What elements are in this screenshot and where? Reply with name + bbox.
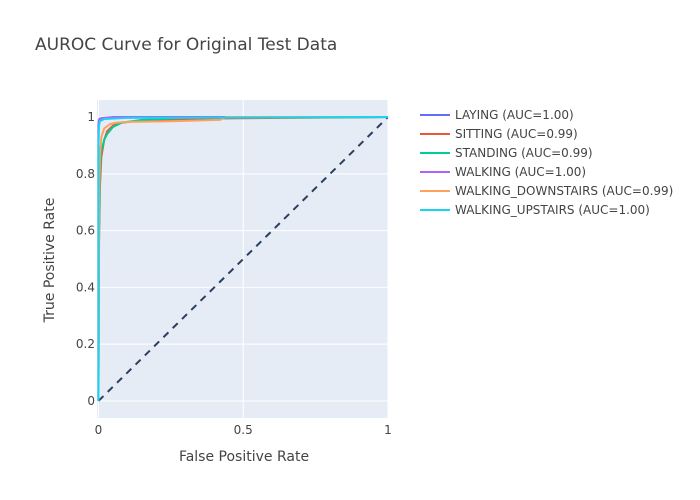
- legend: LAYING (AUC=1.00) SITTING (AUC=0.99) STAND…: [420, 108, 673, 217]
- legend-label: SITTING (AUC=0.99): [455, 127, 578, 141]
- y-tick-label: 0.6: [76, 224, 95, 238]
- roc-series: [97, 116, 388, 401]
- y-tick-label: 0: [87, 394, 95, 408]
- x-tick-label: 1: [384, 423, 392, 437]
- tick-labels: 0 0.5 1 0 0.2 0.4 0.6 0.8 1: [76, 110, 392, 437]
- y-tick-label: 0.4: [76, 280, 95, 294]
- roc-line-5: [97, 116, 388, 401]
- diagonal-line: [97, 116, 388, 402]
- legend-label: WALKING_UPSTAIRS (AUC=1.00): [455, 203, 650, 217]
- y-tick-label: 1: [87, 110, 95, 124]
- x-axis-title: False Positive Rate: [179, 449, 309, 465]
- y-axis-title: True Positive Rate: [42, 198, 58, 324]
- legend-label: WALKING (AUC=1.00): [455, 165, 586, 179]
- legend-label: LAYING (AUC=1.00): [455, 108, 574, 122]
- diagonal-reference-line: [97, 116, 388, 402]
- plot-area: [97, 100, 388, 418]
- chart-title: AUROC Curve for Original Test Data: [35, 35, 337, 55]
- x-tick-label: 0.5: [234, 423, 253, 437]
- roc-line-4: [97, 116, 388, 401]
- y-tick-label: 0.8: [76, 167, 95, 181]
- legend-label: STANDING (AUC=0.99): [455, 146, 593, 160]
- y-tick-label: 0.2: [76, 337, 95, 351]
- x-tick-label: 0: [95, 423, 103, 437]
- legend-label: WALKING_DOWNSTAIRS (AUC=0.99): [455, 184, 673, 198]
